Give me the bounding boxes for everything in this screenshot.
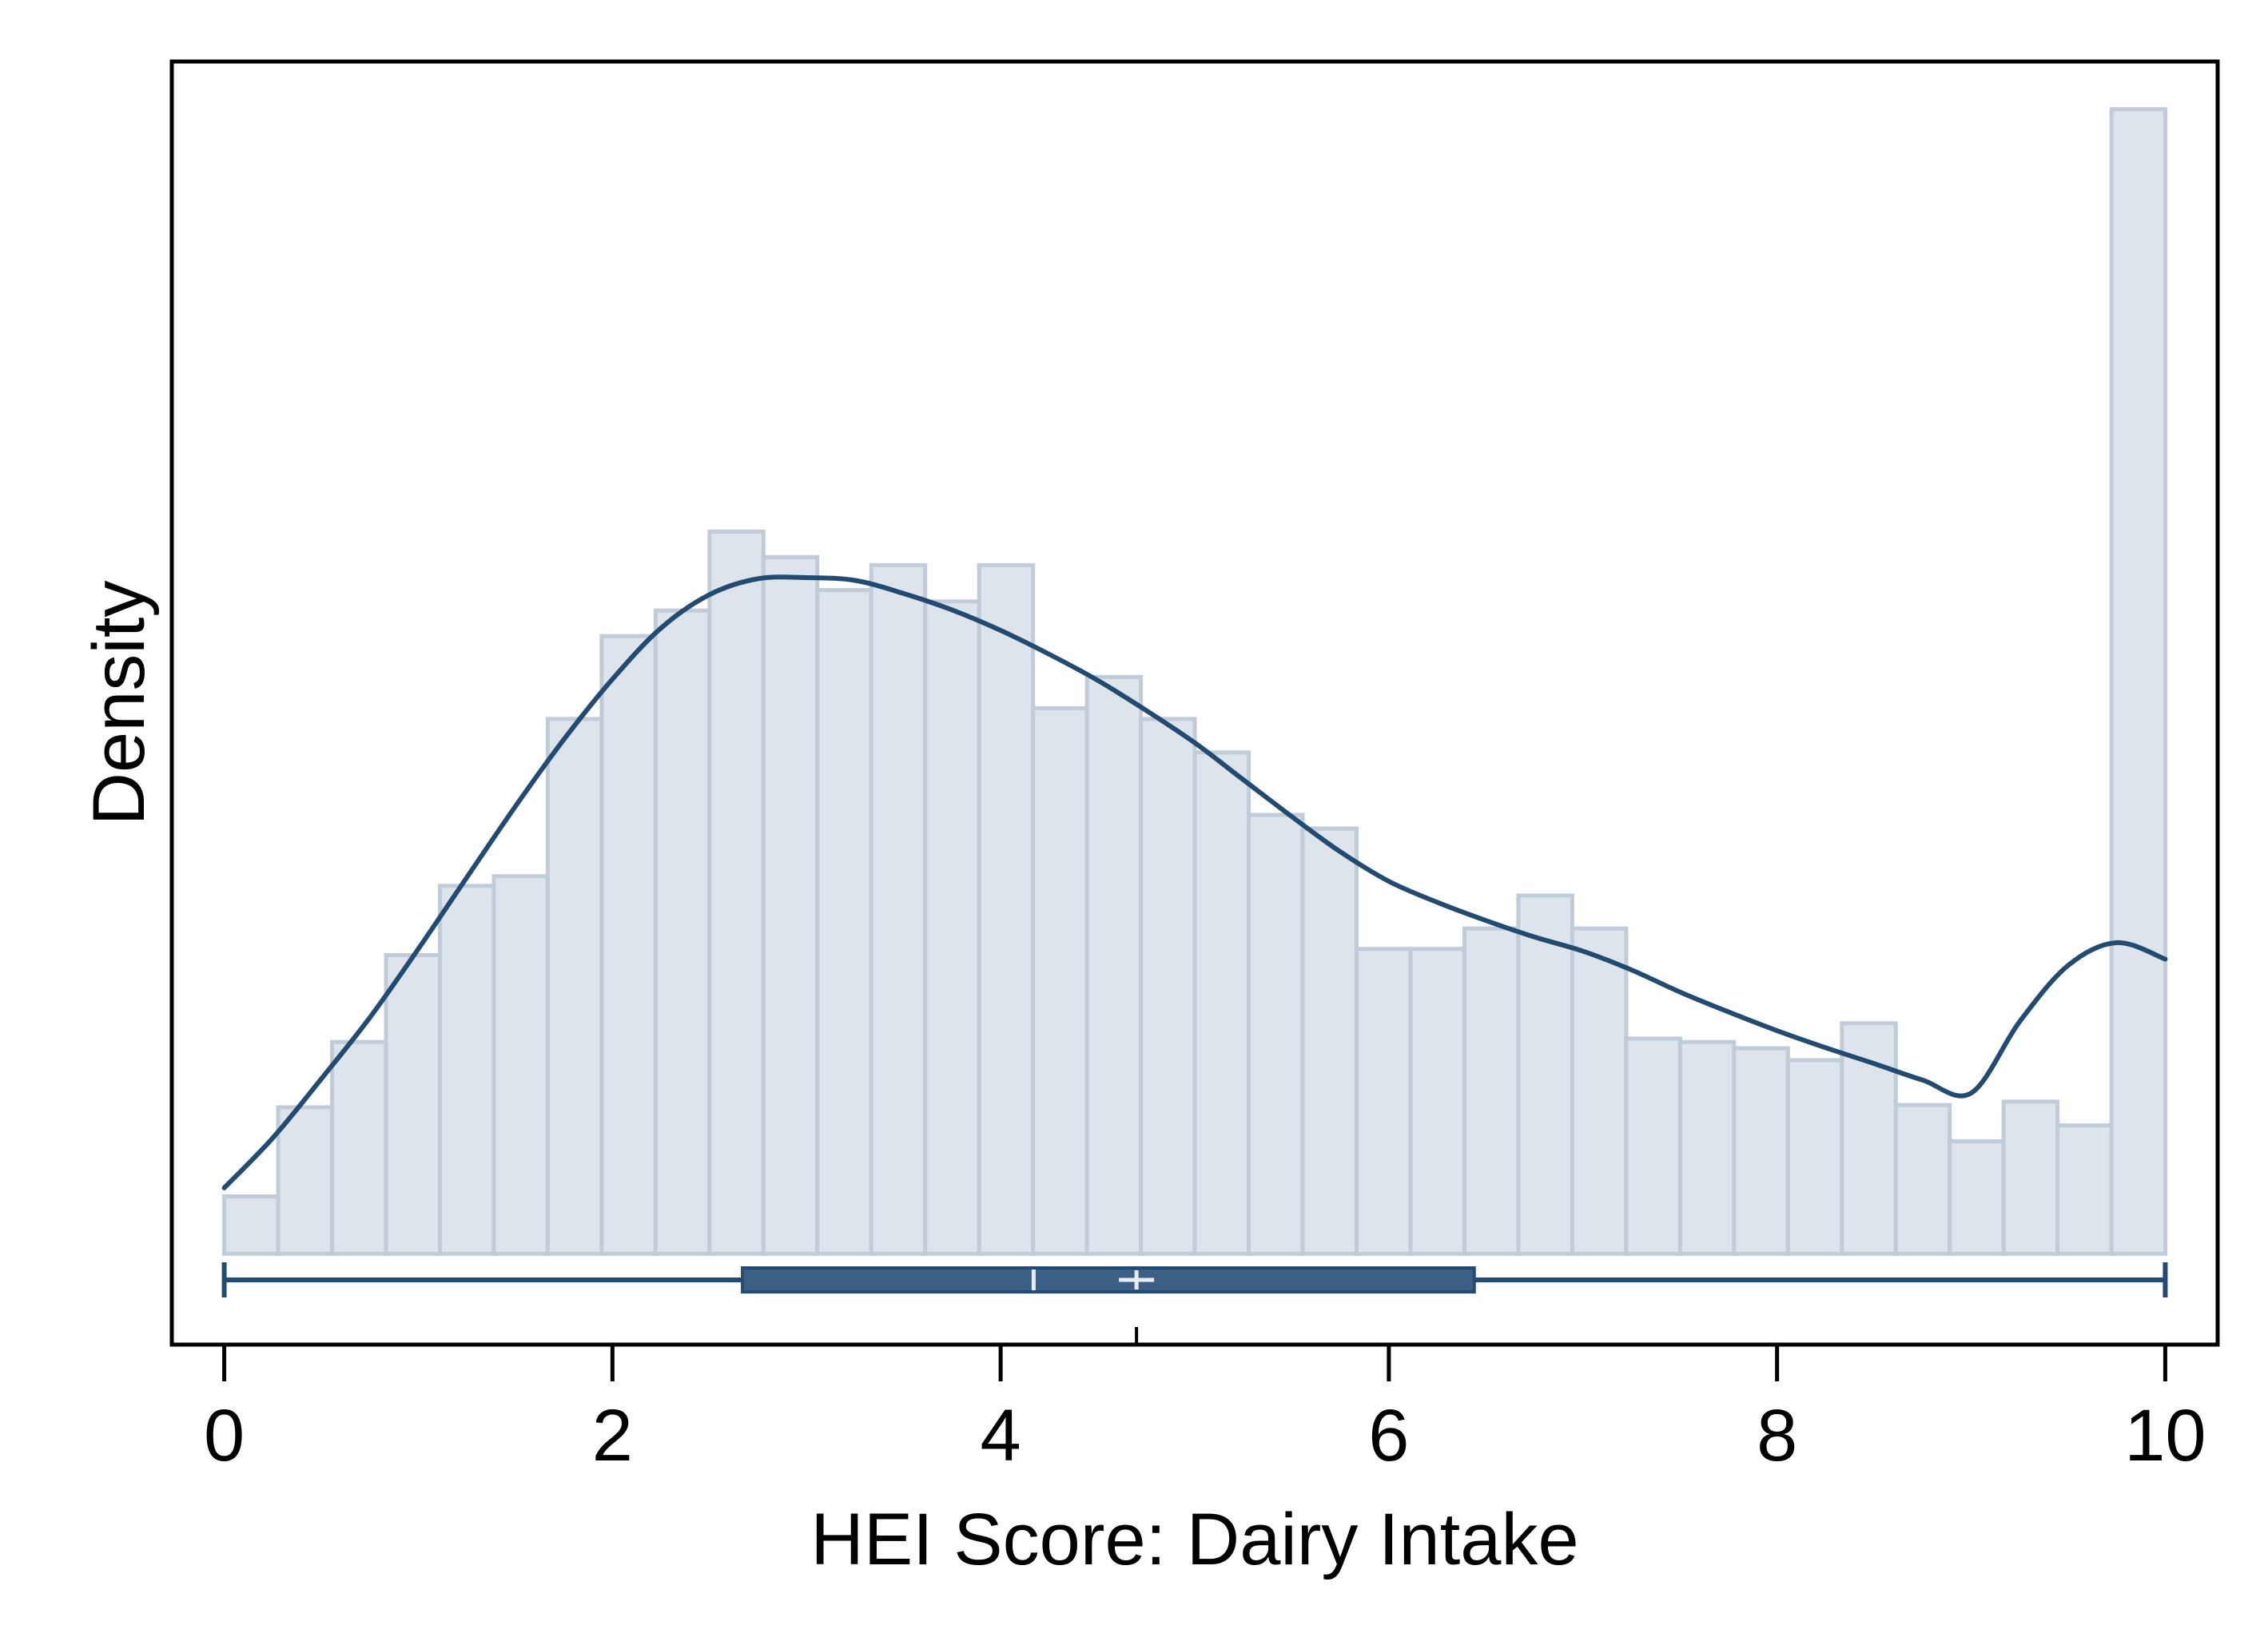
histogram-bar bbox=[437, 884, 496, 1256]
x-tick-label: 0 bbox=[204, 1395, 245, 1476]
histogram-bar bbox=[491, 874, 550, 1256]
histogram-bar bbox=[2109, 107, 2168, 1256]
histogram-bar bbox=[1785, 1058, 1844, 1256]
histogram-bar bbox=[1084, 674, 1144, 1256]
histogram-bar bbox=[330, 1039, 388, 1256]
histogram-bar bbox=[1300, 826, 1359, 1256]
x-tick-label: 2 bbox=[592, 1395, 633, 1476]
histogram-bar bbox=[1031, 705, 1089, 1256]
histogram-bar bbox=[599, 634, 658, 1256]
histogram-bar bbox=[1732, 1046, 1790, 1256]
histogram-bar bbox=[1516, 893, 1574, 1256]
boxplot-group bbox=[221, 1262, 2168, 1345]
histogram-bar bbox=[1462, 926, 1521, 1256]
histogram-bar bbox=[707, 529, 766, 1256]
x-tick-label: 6 bbox=[1368, 1395, 1409, 1476]
histogram-bar bbox=[1948, 1139, 2006, 1256]
histogram-bar bbox=[384, 953, 442, 1256]
x-tick-label: 10 bbox=[2124, 1395, 2206, 1476]
histogram-bar bbox=[815, 588, 873, 1256]
histogram-bar bbox=[1355, 947, 1413, 1256]
histogram-bar bbox=[1677, 1039, 1737, 1256]
histogram-bar bbox=[1192, 750, 1251, 1256]
histogram-bar bbox=[1624, 1036, 1682, 1256]
histogram-bar bbox=[1408, 947, 1466, 1256]
y-axis-label: Density bbox=[78, 581, 160, 826]
boxplot-box bbox=[741, 1266, 1476, 1293]
histogram-bar bbox=[276, 1105, 335, 1256]
histogram-bar bbox=[869, 562, 928, 1256]
histogram-bar bbox=[1139, 717, 1197, 1256]
histogram-bar bbox=[1893, 1103, 1952, 1256]
histogram-bar bbox=[545, 717, 604, 1256]
plot-frame bbox=[169, 59, 2220, 1347]
histogram-bar bbox=[923, 599, 981, 1256]
density-curve bbox=[221, 574, 2168, 1190]
x-tick-label: 8 bbox=[1757, 1395, 1797, 1476]
histogram-bar bbox=[2001, 1099, 2060, 1256]
x-axis-label: HEI Score: Dairy Intake bbox=[810, 1499, 1578, 1580]
x-tick-label: 4 bbox=[981, 1395, 1021, 1476]
histogram-bar bbox=[977, 562, 1036, 1256]
histogram-bar bbox=[653, 608, 712, 1256]
histogram-bar bbox=[2055, 1123, 2114, 1256]
histogram-bar bbox=[1570, 926, 1629, 1256]
histogram-bar bbox=[222, 1194, 281, 1256]
histogram-bars bbox=[222, 107, 2168, 1256]
density-curve-group bbox=[221, 574, 2168, 1190]
histogram-bar bbox=[761, 554, 820, 1256]
histogram-bar bbox=[1247, 813, 1305, 1256]
x-axis-ticks: 0 2 4 6 8 10 bbox=[204, 1345, 2206, 1476]
